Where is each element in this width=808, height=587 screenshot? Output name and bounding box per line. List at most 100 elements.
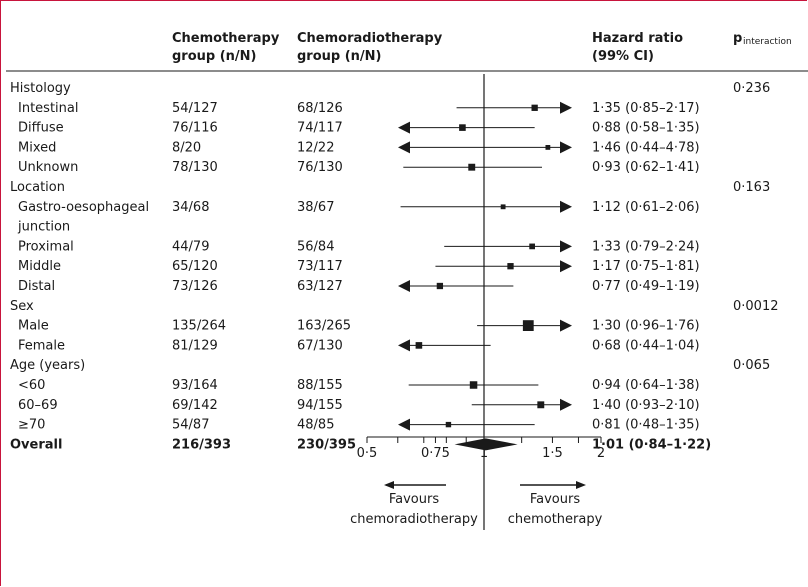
x-tick-label: 1·5 — [542, 446, 563, 461]
favours-right-arrow-head — [576, 481, 586, 489]
chemo-count: 76/116 — [172, 121, 218, 136]
row-label: Male — [18, 319, 49, 334]
chemo-count: 78/130 — [172, 160, 218, 175]
hr-point-square — [415, 342, 423, 349]
row-label: Unknown — [18, 160, 78, 175]
category-label: Location — [10, 180, 65, 195]
hazard-ratio-text: 1·46 (0·44–4·78) — [592, 140, 700, 155]
header-chemo-line2: group (n/N) — [172, 49, 257, 64]
chemo-count: 73/126 — [172, 279, 218, 294]
header-chemo-line1: Chemotherapy — [172, 31, 280, 46]
hr-point-square — [468, 163, 476, 171]
chemorad-count: 230/395 — [297, 437, 356, 452]
chemorad-count: 94/155 — [297, 398, 343, 413]
row-label: Mixed — [18, 140, 56, 155]
p-interaction-value: 0·0012 — [733, 299, 779, 314]
row-label: Distal — [18, 279, 55, 294]
chemo-count: 216/393 — [172, 437, 231, 452]
ci-arrow-right — [560, 260, 572, 273]
hr-point-square — [507, 263, 514, 270]
p-interaction-value: 0·163 — [733, 180, 770, 195]
chemorad-count: 67/130 — [297, 338, 343, 353]
hazard-ratio-text: 1·33 (0·79–2·24) — [592, 239, 700, 254]
header-p-interaction-sub: interaction — [743, 37, 792, 47]
chemorad-count: 12/22 — [297, 140, 334, 155]
summary-diamond — [454, 438, 518, 451]
chemorad-count: 63/127 — [297, 279, 343, 294]
hazard-ratio-text: 1·30 (0·96–1·76) — [592, 319, 700, 334]
row-label: Female — [18, 338, 65, 353]
favours-left-line1: Favours — [389, 492, 439, 507]
hr-point-square — [522, 320, 534, 331]
ci-arrow-right — [560, 101, 572, 114]
header-chemorad-line2: group (n/N) — [297, 49, 382, 64]
chemo-count: 54/87 — [172, 418, 209, 433]
header-p-interaction: p — [733, 31, 742, 46]
chemorad-count: 38/67 — [297, 200, 334, 215]
hazard-ratio-text: 0·94 (0·64–1·38) — [592, 378, 700, 393]
p-interaction-value: 0·236 — [733, 81, 770, 96]
chemo-count: 34/68 — [172, 200, 209, 215]
ci-arrow-right — [560, 141, 572, 154]
hazard-ratio-text: 1·12 (0·61–2·06) — [592, 200, 700, 215]
hazard-ratio-text: 0·77 (0·49–1·19) — [592, 279, 700, 294]
x-tick-label: 0·5 — [357, 446, 378, 461]
chemorad-count: 73/117 — [297, 259, 343, 274]
row-label: Middle — [18, 259, 61, 274]
hazard-ratio-text: 0·68 (0·44–1·04) — [592, 338, 700, 353]
chemo-count: 69/142 — [172, 398, 218, 413]
ci-arrow-right — [560, 240, 572, 253]
chemorad-count: 56/84 — [297, 239, 334, 254]
hr-point-square — [469, 381, 478, 389]
chemo-count: 135/264 — [172, 319, 226, 334]
chemorad-count: 88/155 — [297, 378, 343, 393]
ci-arrow-left — [398, 280, 410, 292]
category-label: Age (years) — [10, 358, 85, 373]
chemorad-count: 68/126 — [297, 101, 343, 116]
ci-arrow-left — [398, 141, 410, 154]
hazard-ratio-text: 1·40 (0·93–2·10) — [592, 398, 700, 413]
hr-point-square — [436, 282, 444, 290]
chemo-count: 65/120 — [172, 259, 218, 274]
category-label: Sex — [10, 299, 34, 314]
hr-point-square — [529, 243, 535, 250]
hr-point-square — [459, 124, 466, 131]
header-chemorad-line1: Chemoradiotherapy — [297, 31, 443, 46]
hr-point-square — [445, 421, 452, 428]
favours-left-arrow-head — [384, 481, 394, 489]
row-label: Gastro-oesophageal — [18, 200, 149, 215]
chemo-count: 54/127 — [172, 101, 218, 116]
hazard-ratio-text: 1·35 (0·85–2·17) — [592, 101, 700, 116]
chemo-count: 44/79 — [172, 239, 209, 254]
row-label: 60–69 — [18, 398, 58, 413]
category-label: Histology — [10, 81, 71, 96]
chemorad-count: 74/117 — [297, 121, 343, 136]
favours-right-line1: Favours — [530, 492, 580, 507]
row-label: ≥70 — [18, 418, 45, 433]
favours-left-line2: chemoradiotherapy — [350, 512, 478, 527]
header-hr-line2: (99% CI) — [592, 49, 654, 64]
row-label: Intestinal — [18, 101, 78, 116]
x-tick-label: 1 — [480, 446, 488, 461]
x-tick-label: 2 — [597, 446, 605, 461]
row-label: <60 — [18, 378, 45, 393]
ci-arrow-right — [560, 319, 572, 332]
chemo-count: 81/129 — [172, 338, 218, 353]
x-tick-label: 0·75 — [421, 446, 450, 461]
hazard-ratio-text: 1·01 (0·84–1·22) — [592, 437, 711, 452]
chemo-count: 8/20 — [172, 140, 201, 155]
hr-point-square — [500, 204, 506, 210]
hazard-ratio-text: 0·81 (0·48–1·35) — [592, 418, 700, 433]
ci-arrow-left — [398, 418, 410, 431]
hazard-ratio-text: 1·17 (0·75–1·81) — [592, 259, 700, 274]
row-label: Proximal — [18, 239, 74, 254]
chemo-count: 93/164 — [172, 378, 218, 393]
hr-point-square — [537, 401, 545, 409]
ci-arrow-left — [398, 339, 410, 352]
hazard-ratio-text: 0·88 (0·58–1·35) — [592, 121, 700, 136]
hr-point-square — [545, 145, 551, 150]
hr-point-square — [531, 104, 538, 111]
chemorad-count: 48/85 — [297, 418, 334, 433]
chemorad-count: 76/130 — [297, 160, 343, 175]
